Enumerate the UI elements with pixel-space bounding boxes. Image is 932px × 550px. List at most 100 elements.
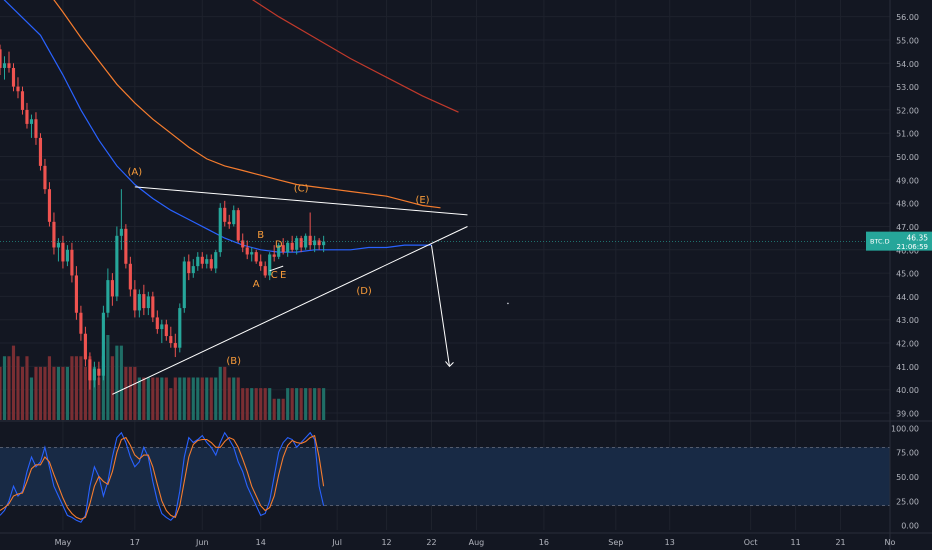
candle-body[interactable] — [259, 261, 263, 267]
candle-body[interactable] — [313, 240, 317, 246]
candle-body[interactable] — [205, 259, 209, 264]
candle-body[interactable] — [56, 242, 61, 248]
time-tick-label: 13 — [665, 538, 675, 547]
candle-body[interactable] — [155, 317, 159, 330]
price-tick-label: 41.00 — [896, 363, 919, 372]
candle-body[interactable] — [218, 207, 222, 253]
candle-body[interactable] — [151, 296, 155, 318]
candle-body[interactable] — [241, 240, 245, 248]
candle-body[interactable] — [169, 336, 173, 344]
upper-trendline[interactable] — [134, 186, 468, 216]
candle-body[interactable] — [88, 359, 92, 381]
candle-body[interactable] — [214, 252, 218, 269]
candle-body[interactable] — [182, 261, 186, 309]
stochastic-tick-label: 100.00 — [891, 424, 919, 433]
candle-body[interactable] — [74, 275, 78, 313]
candle-body[interactable] — [70, 249, 74, 276]
candle-body[interactable] — [277, 245, 281, 257]
stochastic-tick-label: 50.00 — [896, 473, 919, 482]
stochastic-pane[interactable] — [0, 431, 890, 523]
candle-body[interactable] — [0, 49, 2, 68]
candle-body[interactable] — [164, 324, 168, 337]
candle-body[interactable] — [308, 235, 312, 246]
candle-body[interactable] — [65, 249, 69, 262]
candle-body[interactable] — [61, 242, 65, 262]
wave-label: B — [257, 230, 264, 241]
candle-body[interactable] — [304, 235, 308, 248]
candle-body[interactable] — [281, 245, 285, 253]
candle-body[interactable] — [236, 210, 240, 241]
candle-body[interactable] — [7, 63, 11, 68]
volume-bar — [277, 398, 281, 420]
candle-body[interactable] — [317, 240, 321, 246]
candle-body[interactable] — [196, 256, 200, 267]
candle-body[interactable] — [47, 189, 52, 222]
time-tick-label: Jul — [331, 538, 342, 547]
candle-body[interactable] — [173, 343, 177, 348]
candle-body[interactable] — [106, 280, 110, 313]
candle-body[interactable] — [160, 324, 164, 330]
candle-body[interactable] — [227, 221, 231, 225]
candle-body[interactable] — [263, 266, 267, 276]
price-tick-label: 52.00 — [896, 106, 919, 115]
wave-ce-trendline[interactable] — [269, 265, 284, 272]
candle-body[interactable] — [124, 228, 128, 264]
candle-body[interactable] — [29, 119, 34, 124]
candle-body[interactable] — [79, 312, 83, 334]
candle-body[interactable] — [97, 368, 101, 376]
wave-label: (C) — [294, 184, 309, 195]
candle-body[interactable] — [178, 308, 182, 348]
candle-body[interactable] — [16, 86, 20, 92]
lower-trendline[interactable] — [112, 226, 468, 395]
candle-body[interactable] — [25, 109, 29, 124]
price-pane[interactable]: (A) (B) BD AC E (C) (D) (E) — [0, 0, 890, 420]
candle-body[interactable] — [92, 368, 96, 381]
candle-body[interactable] — [34, 119, 38, 138]
volume-bar — [322, 388, 326, 420]
candle-body[interactable] — [133, 289, 137, 311]
volume-bar — [272, 398, 276, 420]
candle-body[interactable] — [286, 242, 290, 253]
price-tick-label: 43.00 — [896, 316, 919, 325]
candle-body[interactable] — [11, 67, 16, 87]
candle-body[interactable] — [119, 228, 123, 236]
candle-body[interactable] — [38, 137, 43, 166]
candle-body[interactable] — [245, 247, 249, 255]
volume-bar — [124, 366, 128, 420]
candle-body[interactable] — [250, 252, 254, 255]
candle-body[interactable] — [299, 238, 303, 248]
candle-body[interactable] — [142, 294, 146, 309]
candle-body[interactable] — [254, 252, 258, 262]
candle-body[interactable] — [110, 280, 114, 297]
candle-body[interactable] — [223, 207, 227, 222]
time-tick-label: 17 — [130, 538, 140, 547]
candle-body[interactable] — [83, 333, 87, 360]
candle-body[interactable] — [272, 254, 276, 257]
last-price-badge: BTC.D 46.35 21:06:59 — [866, 231, 932, 251]
candle-body[interactable] — [322, 241, 326, 246]
candle-body[interactable] — [295, 238, 299, 250]
candle-body[interactable] — [290, 242, 294, 250]
breakdown-arrow-line[interactable] — [431, 245, 450, 367]
time-tick-label: Oct — [744, 538, 758, 547]
bar-countdown-label: 21:06:59 — [897, 243, 928, 251]
candle-body[interactable] — [200, 256, 204, 264]
volume-bar — [313, 388, 317, 420]
candle-body[interactable] — [43, 165, 47, 190]
candle-body[interactable] — [20, 91, 25, 110]
candle-body[interactable] — [187, 261, 191, 274]
candle-body[interactable] — [52, 221, 56, 248]
candle-body[interactable] — [209, 259, 213, 269]
candle-body[interactable] — [101, 312, 105, 376]
candle-body[interactable] — [137, 294, 141, 311]
candle-body[interactable] — [2, 63, 7, 68]
candle-body[interactable] — [115, 235, 119, 297]
wave-label: (B) — [226, 356, 241, 367]
candle-body[interactable] — [268, 254, 272, 276]
candle-body[interactable] — [128, 263, 132, 290]
candle-body[interactable] — [146, 296, 150, 309]
candle-body[interactable] — [232, 210, 236, 225]
volume-bar — [115, 345, 119, 420]
candle-body[interactable] — [191, 266, 195, 274]
